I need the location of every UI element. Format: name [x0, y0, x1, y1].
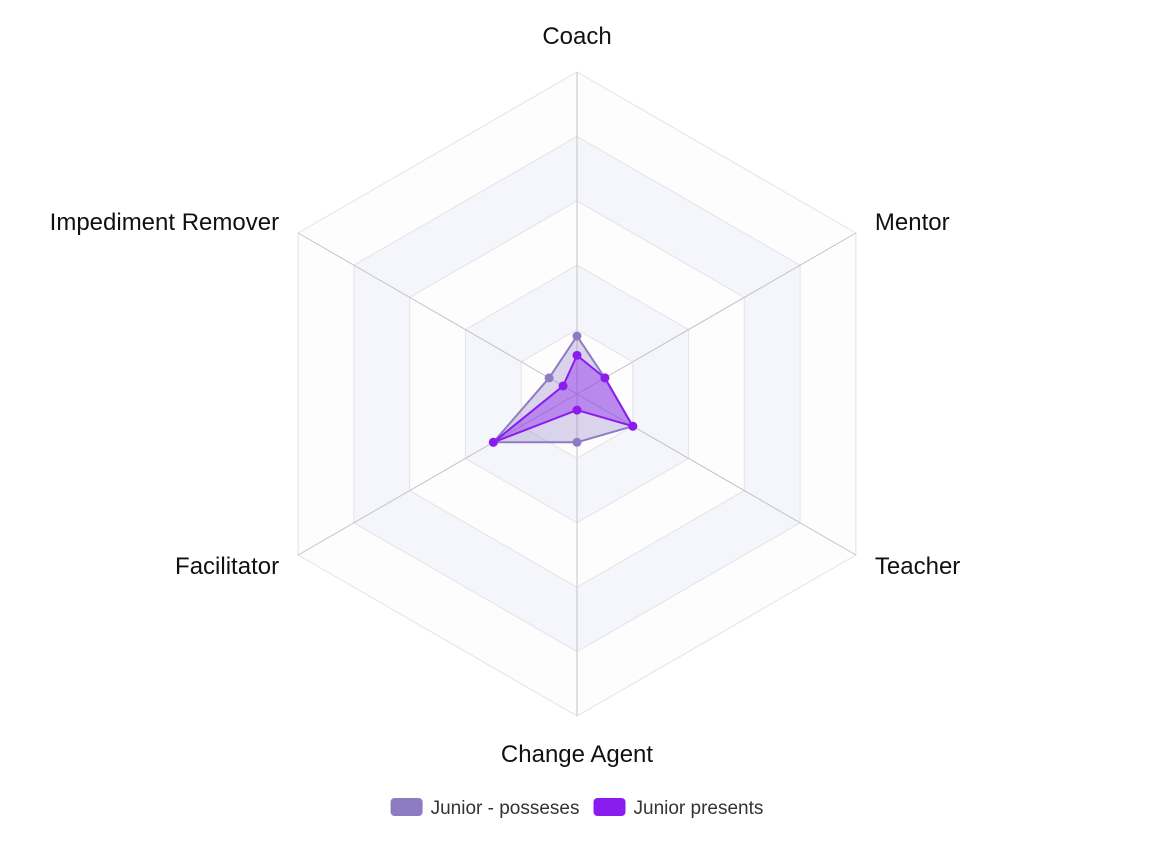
axis-spoke-2 [576, 393, 857, 556]
axis-label-0: Coach [542, 23, 611, 50]
data-point-s1-3[interactable] [572, 405, 582, 415]
legend-label-1: Junior presents [634, 798, 764, 819]
axis-spoke-5 [297, 232, 578, 395]
legend[interactable]: Junior - posseses Junior presents [390, 798, 764, 819]
axis-spoke-1 [576, 232, 857, 395]
data-point-s1-2[interactable] [628, 421, 638, 431]
data-point-s0-3[interactable] [572, 437, 582, 447]
legend-label-0: Junior - posseses [431, 798, 580, 819]
data-point-s1-1[interactable] [600, 373, 610, 383]
data-point-s0-0[interactable] [572, 331, 582, 341]
legend-item-0[interactable]: Junior - posseses [390, 798, 580, 819]
data-point-s1-0[interactable] [572, 350, 582, 360]
axis-labels: Coach Mentor Teacher Change Agent Facilitato… [50, 23, 961, 768]
data-point-s0-5[interactable] [544, 373, 554, 383]
legend-item-1[interactable]: Junior presents [593, 798, 764, 819]
axis-label-5: Impediment Remover [50, 209, 279, 236]
legend-swatch-0 [390, 798, 423, 816]
axis-spoke-4 [297, 393, 578, 556]
axis-label-2: Teacher [875, 553, 960, 580]
data-point-s1-4[interactable] [488, 437, 498, 447]
axis-label-4: Facilitator [175, 553, 279, 580]
legend-swatch-1 [593, 798, 626, 816]
axis-label-1: Mentor [875, 209, 950, 236]
radar-grid [297, 71, 857, 717]
data-point-s1-5[interactable] [558, 381, 568, 391]
radar-series [488, 331, 638, 447]
axis-label-3: Change Agent [501, 741, 653, 768]
